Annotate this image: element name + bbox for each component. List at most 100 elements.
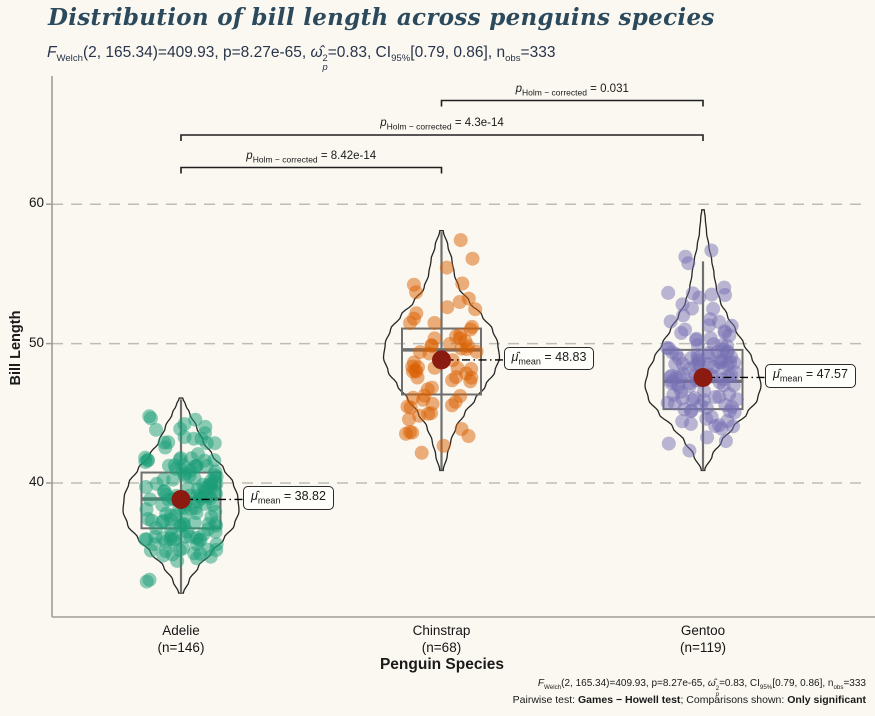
data-point-adelie — [207, 436, 222, 451]
data-point-chinstrap — [414, 445, 429, 460]
data-point-chinstrap — [409, 285, 424, 300]
data-point-adelie — [149, 422, 163, 437]
significance-bracket-1 — [180, 166, 443, 174]
points-group-adelie — [138, 409, 224, 589]
data-point-gentoo — [718, 288, 732, 302]
data-point-adelie — [207, 467, 222, 482]
data-point-adelie — [186, 431, 201, 446]
data-point-gentoo — [661, 285, 676, 300]
data-point-gentoo — [720, 414, 735, 428]
caption-omega-sub: p — [715, 691, 720, 698]
data-point-adelie — [139, 574, 154, 589]
data-point-gentoo — [706, 301, 721, 316]
data-point-chinstrap — [465, 319, 479, 334]
data-point-gentoo — [682, 443, 697, 458]
stat-body3: [0.79, 0.86], n — [410, 44, 506, 61]
data-point-gentoo — [700, 430, 715, 445]
omega-sub: p — [322, 61, 328, 72]
data-point-adelie — [173, 519, 188, 534]
boxplot-box-chinstrap — [401, 327, 482, 396]
caption-test-name: Games − Howell test — [578, 694, 681, 706]
data-point-gentoo — [706, 360, 721, 374]
data-point-adelie — [156, 472, 171, 487]
data-point-adelie — [144, 513, 159, 528]
data-point-adelie — [139, 532, 154, 547]
data-point-chinstrap — [416, 392, 430, 407]
data-point-gentoo — [671, 351, 686, 366]
data-point-chinstrap — [461, 429, 476, 443]
data-point-chinstrap — [458, 334, 473, 349]
data-point-gentoo — [683, 416, 698, 431]
data-point-gentoo — [704, 243, 719, 258]
data-point-gentoo — [690, 338, 705, 353]
x-axis-title: Penguin Species — [379, 656, 505, 673]
data-point-gentoo — [716, 343, 731, 358]
data-point-gentoo — [663, 314, 678, 329]
stat-f-sub: Welch — [56, 53, 83, 65]
y-axis-title: Bill Length — [8, 310, 24, 386]
data-point-chinstrap — [459, 366, 474, 381]
data-point-gentoo — [681, 256, 696, 271]
caption-prefix: Pairwise test: — [512, 694, 579, 706]
data-point-chinstrap — [413, 345, 428, 360]
data-point-adelie — [162, 458, 176, 473]
data-point-adelie — [184, 451, 199, 466]
data-point-adelie — [156, 484, 171, 499]
data-point-gentoo — [718, 434, 733, 448]
data-point-gentoo — [718, 397, 733, 412]
ci-sub: 95% — [391, 53, 411, 65]
data-point-adelie — [156, 514, 171, 529]
mean-point-adelie — [171, 489, 191, 509]
caption-stat-f-sub: Welch — [544, 684, 562, 691]
caption-omega-hat: ω̂ — [707, 678, 716, 689]
caption-pairwise-line: Pairwise test: Games − Howell test; Comp… — [513, 694, 866, 706]
caption-omega-sup: 2 — [715, 686, 720, 692]
data-point-chinstrap — [468, 302, 483, 317]
significance-bracket-3 — [440, 99, 704, 107]
caption-stat-body3: [0.79, 0.86], n — [772, 678, 834, 689]
data-point-gentoo — [704, 287, 719, 302]
data-point-chinstrap — [465, 251, 480, 266]
nobs-sub: obs — [505, 53, 521, 65]
data-point-chinstrap — [436, 438, 451, 453]
data-point-gentoo — [666, 387, 681, 402]
mean-point-gentoo — [693, 367, 713, 387]
data-point-adelie — [172, 452, 187, 467]
data-point-chinstrap — [455, 276, 470, 291]
caption-shown: Only significant — [787, 694, 866, 706]
omega-hat: ω̂ — [310, 44, 323, 61]
caption-nobs-sub: obs — [833, 684, 844, 691]
data-point-adelie — [187, 515, 202, 530]
data-point-chinstrap — [427, 331, 442, 346]
caption-stat-body4: =333 — [843, 678, 866, 689]
data-point-gentoo — [692, 290, 707, 305]
data-point-chinstrap — [453, 233, 468, 248]
data-point-adelie — [172, 543, 187, 558]
data-point-gentoo — [699, 411, 714, 426]
data-point-adelie — [158, 440, 173, 455]
data-point-adelie — [189, 551, 204, 566]
violin-outline-gentoo — [644, 209, 762, 472]
mean-point-chinstrap — [432, 350, 451, 370]
data-point-adelie — [143, 411, 158, 426]
data-point-adelie — [156, 531, 170, 546]
stat-body4: =333 — [520, 44, 556, 61]
data-point-chinstrap — [400, 399, 415, 414]
caption-ci-sub: 95% — [759, 684, 773, 691]
omega-sup: 2 — [322, 53, 328, 63]
caption-stat-body2: =0.83, CI — [719, 678, 760, 689]
plot-subtitle: FWelch(2, 165.34)=409.93, p=8.27e-65, ω̂… — [47, 44, 555, 72]
points-group-chinstrap — [399, 233, 484, 460]
data-point-chinstrap — [427, 316, 442, 330]
data-point-adelie — [143, 492, 158, 507]
significance-bracket-2 — [180, 134, 704, 141]
plot-title-text: Distribution of bill length across pengu… — [48, 4, 715, 31]
data-point-adelie — [208, 504, 223, 519]
data-point-gentoo — [676, 308, 691, 323]
caption-stat-body1: (2, 165.34)=409.93, p=8.27e-65, — [561, 678, 708, 689]
data-point-adelie — [143, 543, 158, 558]
